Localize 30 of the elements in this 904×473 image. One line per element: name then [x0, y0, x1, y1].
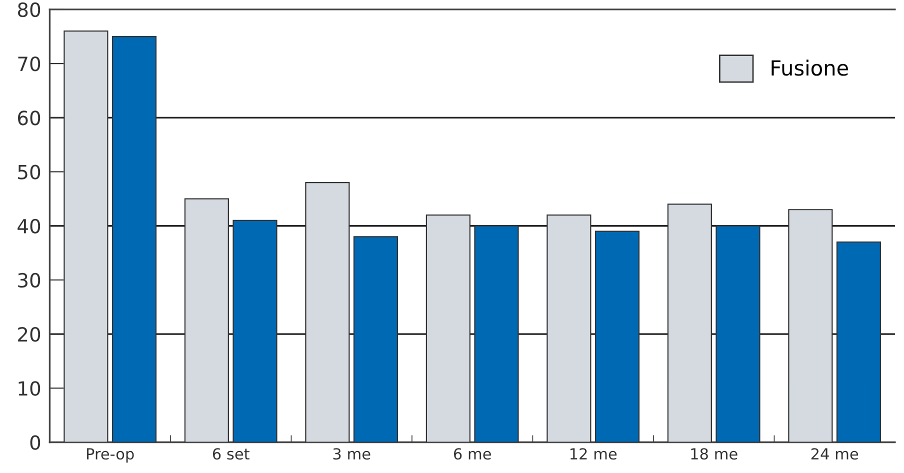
- y-tick-label: 20: [18, 327, 40, 342]
- bar: [305, 182, 350, 442]
- bar: [716, 225, 760, 442]
- y-tick-label: 60: [18, 110, 40, 126]
- bar: [594, 230, 640, 442]
- x-tick-label: 6 me: [454, 448, 491, 460]
- y-tick-label: 70: [18, 56, 40, 72]
- x-tick-label: 24 me: [811, 448, 858, 460]
- bar: [353, 236, 398, 442]
- x-tick-label: 6 set: [212, 448, 250, 460]
- bar: [232, 220, 278, 442]
- bar: [667, 204, 712, 442]
- x-tick-label: 18 me: [691, 448, 738, 460]
- y-tick-label: 40: [18, 218, 40, 234]
- y-tick-label: 10: [18, 381, 40, 396]
- y-tick-label: 0: [30, 435, 40, 450]
- bar: [184, 198, 229, 442]
- bar: [426, 214, 470, 442]
- x-tick-label: 12 me: [570, 448, 617, 460]
- bar: [112, 36, 157, 442]
- y-tick-label: 30: [18, 272, 40, 288]
- y-tick-label: 80: [18, 2, 40, 18]
- x-tick-label: 3 me: [333, 448, 370, 460]
- bar: [546, 214, 592, 442]
- x-tick-label: Pre-op: [87, 448, 134, 463]
- legend-label: Fusione: [772, 60, 848, 76]
- bar: [474, 225, 519, 442]
- bar: [836, 242, 882, 442]
- y-tick-label: 50: [18, 164, 40, 180]
- bar: [788, 209, 833, 442]
